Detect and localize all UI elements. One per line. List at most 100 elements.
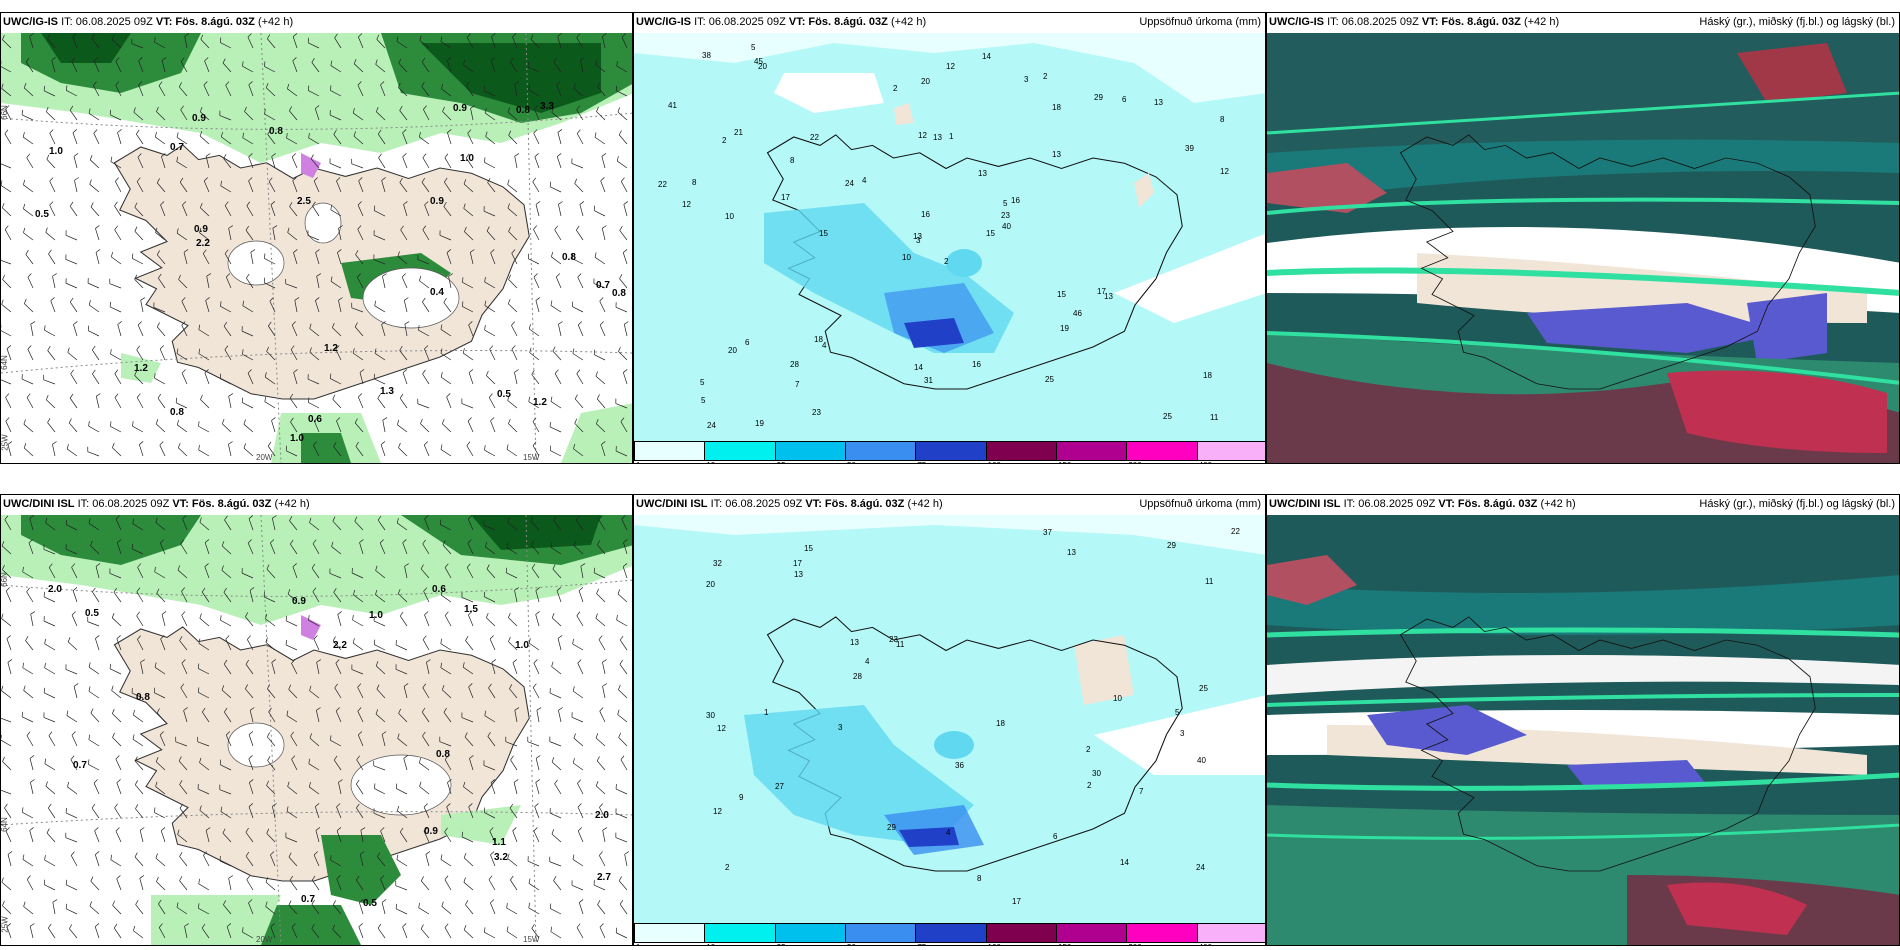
value-label: 0.9: [453, 103, 467, 114]
wind-barb-flag: [357, 201, 362, 206]
wind-barb: [514, 710, 518, 723]
wind-barb-flag: [45, 394, 49, 400]
wind-barb: [484, 281, 496, 289]
wind-barb-flag: [26, 393, 31, 398]
value-label: 5: [701, 396, 706, 405]
wind-barb: [137, 639, 144, 651]
value-label: 16: [972, 360, 981, 369]
wind-barb: [490, 902, 496, 915]
wind-barb-flag: [506, 902, 508, 909]
wind-barb-flag: [468, 369, 474, 373]
wind-barb: [156, 326, 166, 337]
wind-barb-flag: [576, 225, 580, 231]
wind-barb-flag: [511, 345, 516, 350]
wind-barb: [183, 710, 188, 723]
wind-barb: [571, 163, 584, 169]
wind-barb: [331, 546, 342, 555]
wind-barb-flag: [314, 417, 319, 422]
wind-barb-flag: [52, 273, 57, 277]
wind-barb: [507, 400, 518, 409]
wind-barb: [24, 303, 34, 313]
wind-barb-flag: [418, 132, 421, 138]
wind-barb-flag: [484, 276, 486, 282]
wind-barb-flag: [355, 441, 359, 447]
wind-barb-flag: [353, 589, 356, 595]
wind-barb: [294, 300, 298, 313]
wind-barb-flag: [484, 157, 486, 163]
wind-barb: [286, 811, 298, 819]
wind-barb: [602, 830, 606, 843]
wind-barb: [264, 258, 276, 265]
wind-barb-flag: [287, 227, 290, 233]
wind-barb: [26, 157, 34, 169]
wind-barb-flag: [74, 177, 79, 181]
wind-barb: [489, 831, 496, 843]
wind-barb: [467, 543, 474, 555]
wind-barb-flag: [266, 564, 270, 570]
wind-barb: [116, 638, 122, 651]
wind-barb-flag: [48, 923, 52, 929]
wind-barb: [507, 184, 518, 193]
wind-barb: [485, 136, 496, 145]
wind-barb: [66, 715, 78, 723]
wind-barb-flag: [396, 518, 399, 524]
wind-barb: [70, 759, 78, 771]
wind-barb: [333, 592, 342, 603]
wind-barb: [241, 330, 254, 337]
wind-barb: [596, 423, 606, 433]
wind-barb-flag: [88, 300, 91, 306]
wind-barb: [307, 235, 320, 241]
wind-barb-flag: [115, 57, 120, 62]
wind-barb: [182, 204, 188, 217]
wind-barb: [136, 591, 144, 603]
wind-barb-flag: [309, 347, 312, 353]
wind-barb-flag: [577, 321, 583, 326]
wind-barb: [506, 449, 518, 457]
wind-barb-flag: [249, 707, 255, 711]
wind-barb-flag: [616, 156, 619, 162]
wind-barb: [44, 329, 56, 337]
wind-barb: [354, 422, 364, 433]
wind-barb-flag: [93, 81, 97, 86]
value-label: 18: [1203, 371, 1212, 380]
wind-barb: [313, 854, 320, 867]
wind-barb-flag: [291, 153, 296, 158]
wind-barb-flag: [399, 106, 403, 111]
wind-barb: [402, 156, 408, 169]
wind-barb-flag: [44, 662, 46, 668]
wind-barb-flag: [397, 419, 400, 425]
wind-barb-flag: [577, 273, 582, 278]
wind-barb: [308, 402, 320, 409]
wind-barb: [5, 109, 12, 121]
wind-barb: [154, 377, 166, 385]
wind-barb: [508, 617, 518, 627]
wind-barb: [72, 590, 78, 603]
wind-barb: [154, 41, 166, 49]
wind-barb: [333, 134, 342, 145]
wind-barb: [249, 590, 254, 603]
wind-barb: [267, 134, 276, 145]
wind-barb-flag: [176, 132, 179, 138]
wind-barb: [220, 305, 232, 313]
wind-barb-flag: [136, 393, 141, 398]
wind-barb: [71, 61, 78, 73]
wind-barb-flag: [198, 878, 200, 884]
wind-barb: [377, 519, 386, 531]
wind-barb-flag: [595, 733, 599, 739]
wind-barb-flag: [291, 755, 296, 760]
wind-barb-flag: [23, 901, 26, 907]
wind-barb-flag: [179, 177, 184, 183]
wind-barb: [156, 712, 166, 723]
wind-barb: [510, 759, 518, 771]
wind-barb: [292, 180, 298, 193]
wind-barb-flag: [511, 249, 516, 254]
wind-barb: [69, 301, 78, 313]
wind-barb-flag: [486, 226, 490, 232]
wind-barb: [245, 664, 254, 675]
wind-barb: [551, 617, 562, 627]
wind-barb: [223, 592, 232, 603]
wind-barb: [528, 89, 540, 97]
wind-barb: [420, 880, 430, 891]
wind-barb: [529, 352, 540, 361]
wind-barb-flag: [422, 153, 427, 158]
